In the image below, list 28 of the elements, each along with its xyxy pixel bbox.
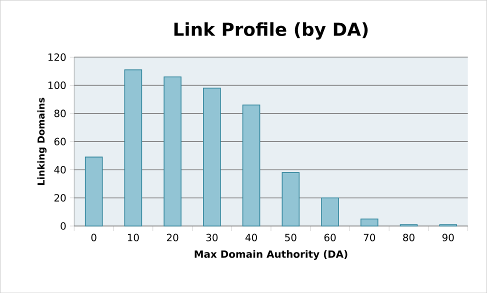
x-tick-label: 30 xyxy=(206,234,218,242)
y-tick-label: 100 xyxy=(48,81,66,89)
bar xyxy=(203,88,221,226)
chart-title: Link Profile (by DA) xyxy=(174,22,368,40)
bar xyxy=(282,172,300,226)
x-tick-label: 0 xyxy=(91,234,96,242)
bar xyxy=(321,197,339,226)
bar xyxy=(242,104,260,226)
y-tick-label: 20 xyxy=(54,194,66,202)
x-axis-title: Max Domain Authority (DA) xyxy=(194,250,348,260)
x-tick-label: 80 xyxy=(403,234,414,242)
y-tick-label: 0 xyxy=(60,222,66,230)
bar xyxy=(124,69,142,226)
y-tick-label: 80 xyxy=(54,110,66,118)
x-tick-label: 60 xyxy=(324,234,336,242)
x-tick-label: 40 xyxy=(245,234,257,242)
bar xyxy=(360,218,378,226)
y-axis-title: Linking Domains xyxy=(37,98,47,185)
x-tick-label: 20 xyxy=(166,234,178,242)
x-tick-label: 50 xyxy=(285,234,296,242)
x-tick-label: 90 xyxy=(442,234,454,242)
y-tick-label: 40 xyxy=(54,166,66,174)
y-tick-label: 120 xyxy=(48,53,66,61)
x-tick-label: 70 xyxy=(364,234,376,242)
y-tick-label: 60 xyxy=(54,138,66,146)
bar xyxy=(164,76,182,226)
x-tick-label: 10 xyxy=(128,234,139,242)
bar xyxy=(84,156,103,226)
